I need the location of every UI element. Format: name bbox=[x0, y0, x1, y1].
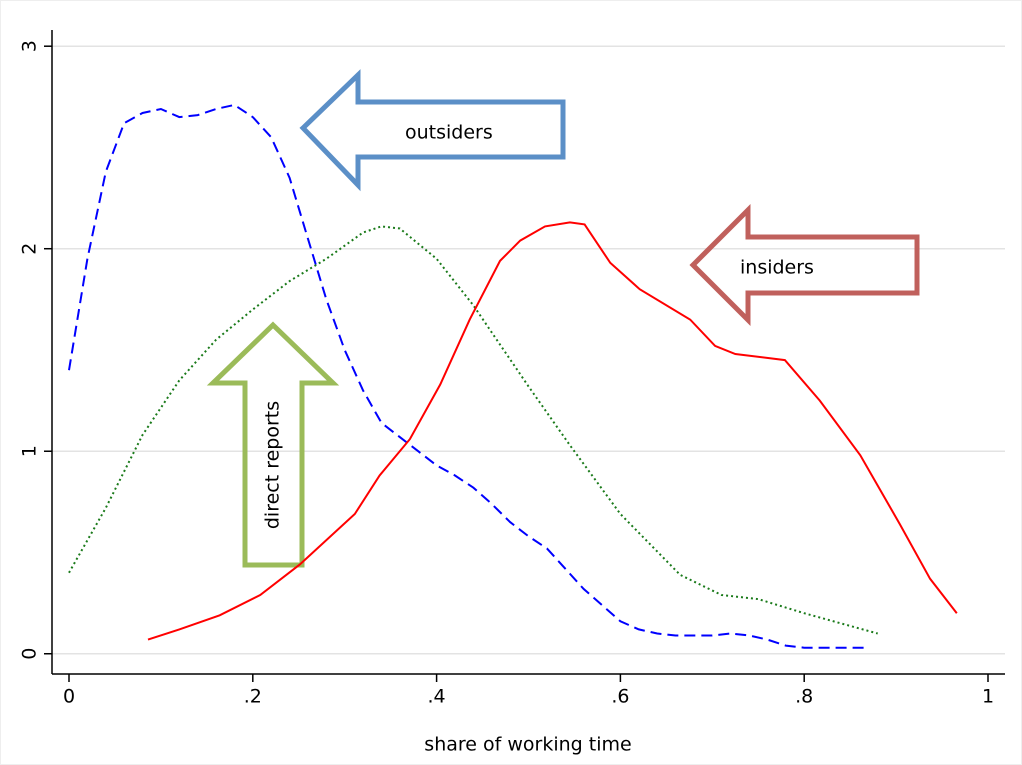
annotation: outsiders bbox=[405, 122, 493, 144]
series-line bbox=[68, 103, 867, 649]
x-tick-label: .8 bbox=[795, 686, 813, 708]
outsiders-arrow bbox=[299, 69, 566, 192]
x-tick-label: .2 bbox=[244, 686, 262, 708]
lines bbox=[68, 103, 958, 649]
insiders-arrow bbox=[689, 203, 920, 327]
y-tick-label: 2 bbox=[19, 243, 41, 255]
y-tick-label: 0 bbox=[19, 648, 41, 660]
x-tick-label: 1 bbox=[982, 686, 994, 708]
grid bbox=[52, 45, 1005, 655]
x-tick-label: .6 bbox=[611, 686, 629, 708]
x-tick-label: .4 bbox=[428, 686, 446, 708]
annotation: direct reports bbox=[262, 401, 284, 529]
x-axis-label: share of working time bbox=[424, 734, 631, 756]
annotation: insiders bbox=[740, 257, 814, 279]
y-tick-label: 1 bbox=[19, 445, 41, 457]
x-tick-label: 0 bbox=[63, 686, 75, 708]
series-line bbox=[147, 221, 958, 641]
direct-reports-arrow bbox=[206, 321, 340, 568]
y-tick-label: 3 bbox=[19, 40, 41, 52]
